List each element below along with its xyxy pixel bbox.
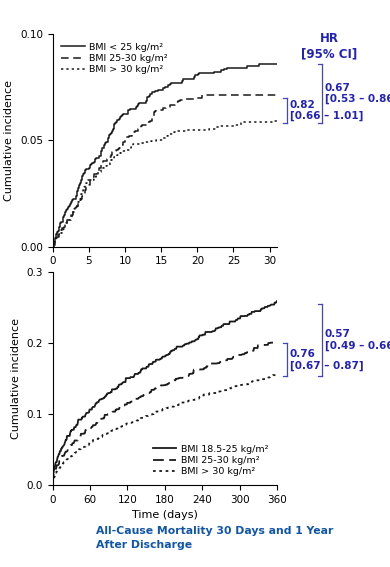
Text: 0.82
[0.66 – 1.01]: 0.82 [0.66 – 1.01]	[290, 100, 363, 121]
X-axis label: Time (days): Time (days)	[132, 272, 198, 282]
Text: 0.57
[0.49 – 0.66]: 0.57 [0.49 – 0.66]	[325, 329, 390, 351]
Legend: BMI < 25 kg/m², BMI 25-30 kg/m², BMI > 30 kg/m²: BMI < 25 kg/m², BMI 25-30 kg/m², BMI > 3…	[57, 39, 172, 78]
X-axis label: Time (days): Time (days)	[132, 510, 198, 520]
Legend: BMI 18.5-25 kg/m², BMI 25-30 kg/m², BMI > 30 kg/m²: BMI 18.5-25 kg/m², BMI 25-30 kg/m², BMI …	[149, 441, 272, 480]
Text: Figure 2: Figure 2	[14, 532, 69, 545]
Text: 0.67
[0.53 – 0.86]: 0.67 [0.53 – 0.86]	[325, 83, 390, 104]
Text: All-Cause Mortality 30 Days and 1 Year
After Discharge: All-Cause Mortality 30 Days and 1 Year A…	[96, 526, 333, 549]
Y-axis label: Cumulative incidence: Cumulative incidence	[4, 80, 14, 201]
Text: HR
[95% CI]: HR [95% CI]	[301, 32, 358, 61]
Y-axis label: Cumulative incidence: Cumulative incidence	[11, 318, 21, 439]
Text: 0.76
[0.67 – 0.87]: 0.76 [0.67 – 0.87]	[290, 349, 363, 371]
